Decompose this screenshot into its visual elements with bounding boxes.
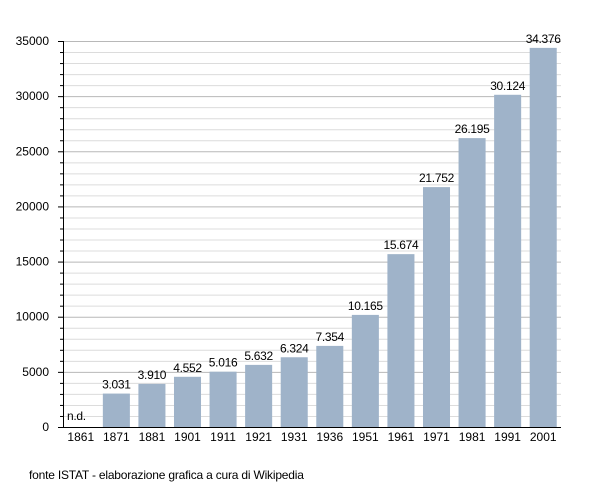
bar-1871: [102, 393, 130, 427]
bar-1881: [138, 383, 166, 427]
data-label-1961: 15.674: [383, 238, 419, 252]
bar-1936: [316, 345, 344, 427]
data-label-1911: 5.016: [209, 356, 238, 370]
x-tick-label-2001: 2001: [530, 430, 557, 444]
bar-1931: [280, 357, 308, 427]
x-tick-label-1991: 1991: [494, 430, 521, 444]
x-tick-label-1911: 1911: [210, 430, 236, 444]
data-label-1871: 3.031: [102, 378, 131, 392]
axes: 1861 1871 1881 1901 1911 1921 1931 1936 1951 1961…: [16, 34, 561, 444]
y-tick-label: 15000: [16, 255, 50, 269]
y-tick-label: 5000: [22, 365, 49, 379]
x-tick-label-1961: 1961: [388, 430, 415, 444]
x-tick-label-1936: 1936: [316, 430, 343, 444]
y-tick-label: 0: [42, 420, 49, 434]
data-label-1861: n.d.: [67, 409, 86, 423]
data-label-1901: 4.552: [173, 361, 202, 375]
bars: [102, 47, 557, 427]
bar-1991: [494, 94, 522, 427]
x-tick-label-1901: 1901: [174, 430, 201, 444]
source-caption: fonte ISTAT - elaborazione grafica a cur…: [29, 468, 304, 482]
x-tick-label-1931: 1931: [281, 430, 308, 444]
data-labels: n.d. 3.031 3.910 4.552 5.016 5.632 6.324 7.354 1…: [67, 32, 562, 423]
x-tick-label-1861: 1861: [67, 430, 94, 444]
bar-2001: [529, 47, 557, 427]
data-label-1991: 30.124: [490, 79, 526, 93]
bar-1961: [387, 254, 415, 427]
bar-1971: [422, 187, 451, 427]
data-label-1936: 7.354: [316, 330, 345, 344]
x-tick-label-1951: 1951: [352, 430, 379, 444]
bar-1981: [458, 138, 486, 427]
y-tick-label: 30000: [16, 89, 50, 103]
grid-lines: [63, 41, 561, 417]
data-label-2001: 34.376: [526, 32, 562, 46]
data-label-1881: 3.910: [138, 368, 167, 382]
y-tick-label: 35000: [16, 34, 50, 48]
x-tick-label-1971: 1971: [423, 430, 450, 444]
y-tick-label: 25000: [16, 144, 50, 158]
y-tick-label: 20000: [16, 199, 50, 213]
bar-1921: [245, 364, 273, 427]
data-label-1981: 26.195: [455, 122, 491, 136]
bar-1951: [351, 314, 379, 427]
bar-1911: [209, 371, 237, 427]
x-tick-label-1921: 1921: [245, 430, 272, 444]
y-tick-label: 10000: [16, 310, 50, 324]
x-tick-label-1881: 1881: [139, 430, 166, 444]
x-tick-label-1871: 1871: [103, 430, 130, 444]
data-label-1921: 5.632: [244, 349, 273, 363]
data-label-1951: 10.165: [348, 299, 384, 313]
data-label-1971: 21.752: [419, 171, 455, 185]
data-label-1931: 6.324: [280, 341, 309, 355]
x-tick-label-1981: 1981: [459, 430, 486, 444]
bar-1901: [173, 376, 202, 427]
